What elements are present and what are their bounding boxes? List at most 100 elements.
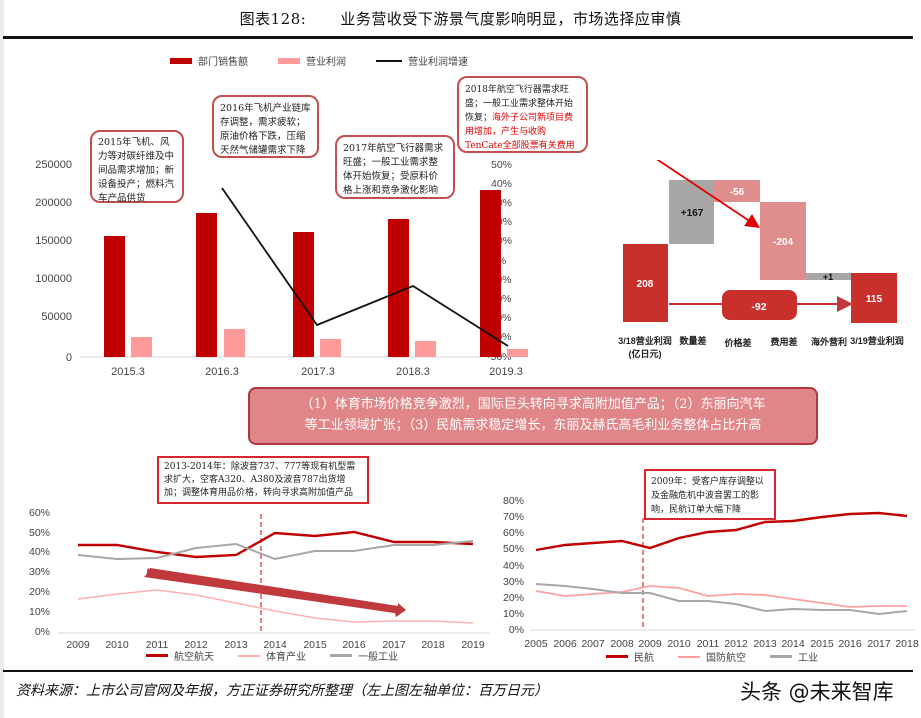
legend-swatch-profit	[278, 57, 300, 64]
br-legend: 民航 国防航空 工业	[606, 649, 818, 664]
svg-text:0%: 0%	[509, 624, 524, 636]
svg-text:2006: 2006	[553, 638, 577, 650]
svg-text:价格差: 价格差	[724, 337, 751, 348]
bl-legend-sports: 体育产业	[266, 652, 306, 663]
bottom-left-chart: 60% 50% 40% 30% 20% 10% 0% 2009 2010 201…	[29, 507, 490, 651]
summary-box: （1）体育市场价格竞争激烈，国际巨头转向寻求高附加值产品；（2）东丽向汽车 等工…	[248, 387, 818, 445]
svg-text:50%: 50%	[491, 159, 512, 171]
svg-text:2014: 2014	[781, 638, 805, 650]
svg-text:2013: 2013	[753, 638, 777, 650]
bl-legend-swatch-industry	[330, 654, 352, 657]
bl-legend: 航空航天 体育产业 一般工业	[146, 648, 398, 663]
top-left-legend: 部门销售额 营业利润 营业利润增速	[170, 53, 468, 68]
svg-text:30%: 30%	[29, 566, 50, 578]
svg-text:60%: 60%	[29, 507, 50, 519]
net-change-box	[722, 290, 797, 320]
svg-text:2005: 2005	[524, 638, 548, 650]
svg-text:2009: 2009	[66, 639, 90, 651]
br-line-defense	[535, 585, 907, 608]
br-y-ticks: 80% 70% 60% 50% 40% 30% 20% 10% 0%	[503, 495, 524, 636]
summary-line-1: （1）体育市场价格竞争激烈，国际巨头转向寻求高附加值产品；（2）东丽向汽车	[300, 397, 766, 412]
svg-text:0: 0	[66, 352, 72, 364]
svg-text:2017.3: 2017.3	[301, 366, 335, 378]
svg-text:115: 115	[866, 294, 883, 305]
svg-text:2016: 2016	[342, 639, 366, 651]
left-axis-ticks: 250000 200000 150000 100000 50000 0	[35, 159, 72, 364]
svg-text:2016: 2016	[838, 638, 862, 650]
svg-text:2015: 2015	[303, 639, 327, 651]
svg-text:2012: 2012	[724, 638, 748, 650]
svg-text:2018.3: 2018.3	[396, 366, 430, 378]
bottom-right-chart: 80% 70% 60% 50% 40% 30% 20% 10% 0% 2005 …	[503, 495, 919, 650]
svg-text:数量差: 数量差	[679, 335, 706, 346]
figure-heading: 业务营收受下游景气度影响明显，市场选择应审慎	[340, 10, 682, 28]
svg-text:2015: 2015	[810, 638, 834, 650]
bl-line-aerospace	[78, 530, 474, 559]
top-rule	[3, 36, 913, 39]
source-note: 资料来源：上市公司官网及年报，方正证券研究所整理（左上图左轴单位：百万日元）	[16, 683, 548, 699]
bl-y-ticks: 60% 50% 40% 30% 20% 10% 0%	[29, 507, 50, 638]
svg-text:2013: 2013	[224, 639, 248, 651]
bar-volume	[669, 180, 714, 244]
callout-2016: 2016年飞机产业链库存调整，需求疲软；原油价格下跌，压缩天然气储罐需求下降	[212, 95, 319, 158]
profit-bars	[131, 329, 528, 357]
svg-text:150000: 150000	[35, 235, 72, 247]
page-edge	[0, 0, 4, 718]
watermark: 头条 @未来智库	[740, 680, 894, 704]
waterfall-labels: 3/18营业利润 (亿日元) 数量差 价格差 费用差 海外营利 3/19营业利润	[618, 335, 904, 359]
br-x-labels: 2005 2006 2007 2008 2009 2010 2011 2012 …	[524, 638, 919, 650]
bl-legend-industry: 一般工业	[358, 652, 398, 663]
svg-text:20%: 20%	[503, 592, 524, 604]
svg-text:50%: 50%	[503, 543, 524, 555]
callout-2015: 2015年飞机、风力等对碳纤维及中间品需求增加；新设备投产；燃料汽车产品供货	[90, 130, 184, 204]
svg-text:40%: 40%	[29, 546, 50, 558]
bar-price	[714, 180, 760, 202]
svg-text:2018: 2018	[421, 639, 445, 651]
waterfall-chart: 208 +167 -56 -204 +1 115 -92 3/18营业利润 (亿…	[618, 160, 904, 359]
svg-text:40%: 40%	[503, 560, 524, 572]
svg-text:2011: 2011	[146, 639, 169, 651]
svg-text:208: 208	[637, 279, 654, 290]
svg-text:70%: 70%	[503, 511, 524, 523]
br-line-industry	[535, 583, 908, 616]
bar-expense	[760, 202, 806, 280]
svg-text:2017: 2017	[867, 638, 891, 650]
figure-number: 图表128:	[239, 10, 307, 28]
svg-text:100000: 100000	[35, 273, 72, 285]
svg-text:(亿日元): (亿日元)	[629, 348, 662, 359]
svg-text:2019: 2019	[461, 639, 485, 651]
svg-text:2016.3: 2016.3	[205, 366, 239, 378]
bar-3-18	[623, 244, 668, 322]
svg-text:2008: 2008	[610, 638, 634, 650]
svg-text:+1: +1	[823, 272, 833, 282]
svg-text:50%: 50%	[29, 527, 50, 539]
br-line-civil	[535, 511, 908, 552]
svg-text:-92: -92	[751, 301, 766, 313]
svg-text:-204: -204	[773, 237, 793, 248]
br-legend-swatch-defense	[678, 655, 700, 658]
svg-text:2011: 2011	[697, 638, 720, 650]
bl-legend-swatch-aerospace	[146, 654, 168, 657]
svg-text:2014: 2014	[263, 639, 287, 651]
svg-text:200000: 200000	[35, 197, 72, 209]
svg-text:40%: 40%	[491, 178, 512, 190]
sales-bars	[104, 190, 501, 357]
bl-line-industry	[77, 540, 474, 561]
legend-swatch-growth	[376, 59, 402, 62]
svg-text:2019.3: 2019.3	[489, 366, 523, 378]
callout-2017: 2017年航空飞行器需求旺盛；一般工业需求整体开始恢复；受原料价格上涨和竞争激化…	[335, 135, 455, 199]
svg-text:80%: 80%	[503, 495, 524, 507]
bar-3-19	[851, 273, 897, 323]
bl-legend-aerospace: 航空航天	[174, 652, 214, 663]
callout-2018-red: 海外子公司新项目费用增加，产生与收购TenCate全部股票有关费用	[465, 113, 575, 151]
callout-2013-2014: 2013-2014年：除波音737、777等现有机型需求扩大，空客A320、A3…	[157, 456, 369, 504]
br-legend-defense: 国防航空	[706, 653, 746, 664]
top-left-chart: 250000 200000 150000 100000 50000 0 50% …	[35, 159, 528, 378]
svg-text:2010: 2010	[105, 639, 129, 651]
svg-text:50000: 50000	[41, 311, 72, 323]
growth-line	[221, 187, 509, 347]
svg-text:费用差: 费用差	[770, 336, 797, 347]
svg-text:0%: 0%	[35, 626, 50, 638]
legend-label-growth: 营业利润增速	[408, 57, 468, 68]
svg-text:2010: 2010	[667, 638, 691, 650]
